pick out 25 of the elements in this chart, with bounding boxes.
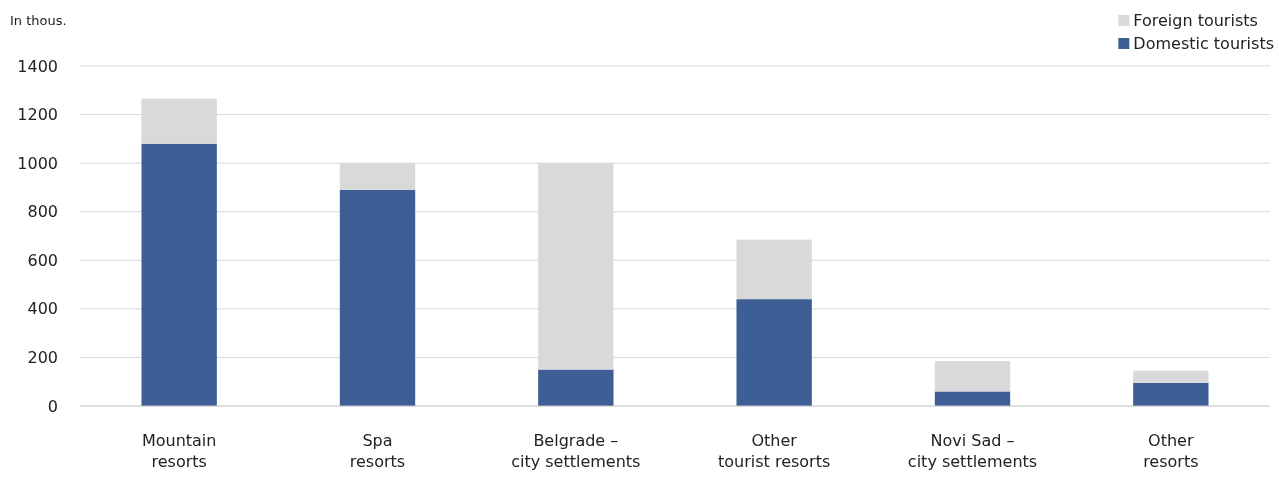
y-tick-label: 1200 [17, 105, 58, 125]
y-axis-title: In thous. [10, 13, 67, 28]
x-tick-label: Other resorts [1143, 431, 1199, 471]
bar [538, 369, 614, 406]
bar [736, 299, 812, 406]
bar [141, 143, 217, 406]
bar [934, 391, 1011, 406]
x-tick-label: Mountain resorts [141, 431, 217, 471]
legend-label: Foreign tourists [1133, 11, 1258, 30]
bar [1133, 370, 1209, 383]
bar [934, 361, 1011, 392]
y-tick-label: 200 [27, 348, 58, 368]
bar [339, 189, 416, 406]
y-tick-label: 1000 [17, 153, 58, 173]
bar [1133, 382, 1209, 406]
y-tick-label: 400 [27, 299, 58, 319]
y-tick-label: 1400 [17, 56, 58, 76]
y-tick-label: 800 [27, 202, 58, 222]
x-tick-label: Spa resorts [349, 431, 406, 471]
y-tick-label: 600 [27, 250, 58, 270]
legend-label: Domestic tourists [1133, 34, 1274, 53]
x-tick-label: Belgrade – city settlements [511, 431, 641, 471]
y-tick-label: 0 [47, 396, 58, 416]
x-tick-label: Novi Sad – city settlements [907, 431, 1038, 471]
x-tick-label: Other tourist resorts [718, 431, 831, 471]
